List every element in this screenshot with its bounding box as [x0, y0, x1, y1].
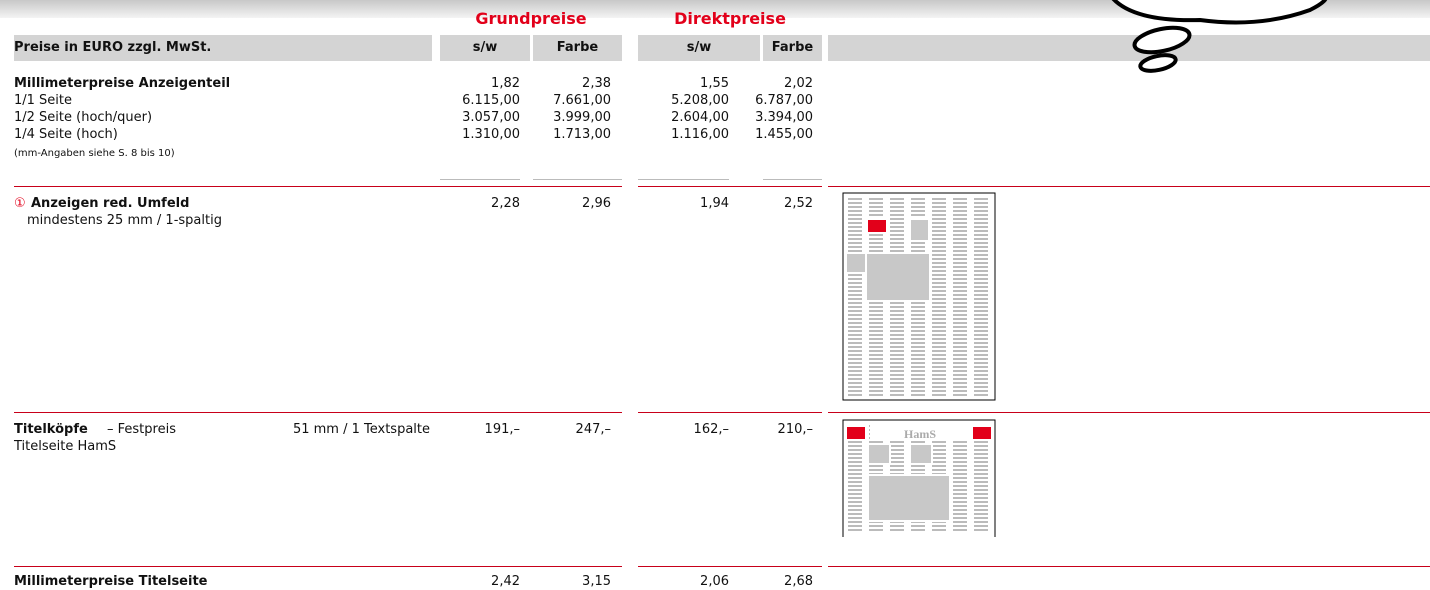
row-label: 1/2 Seite (hoch/quer): [14, 109, 152, 126]
ad-block: [866, 253, 930, 301]
divider: [14, 412, 622, 413]
price: 2,52: [713, 195, 813, 212]
row-subtitle: mindestens 25 mm / 1-spaltig: [27, 212, 222, 229]
header-label: Preise in EURO zzgl. MwSt.: [14, 39, 211, 56]
divider: [828, 566, 1430, 567]
ad-block: [846, 426, 866, 440]
thought-bubble: [1132, 23, 1191, 56]
price: 1.455,00: [713, 126, 813, 143]
column-header: s/w: [638, 39, 760, 56]
price: 191,–: [420, 421, 520, 438]
price: 6.115,00: [420, 92, 520, 109]
page: HamS (() => { const data = JSON.parse(do…: [0, 0, 1430, 589]
price: 3.999,00: [511, 109, 611, 126]
divider: [828, 186, 1430, 187]
divider: [440, 179, 520, 180]
price: 1.310,00: [420, 126, 520, 143]
column-header: Farbe: [763, 39, 822, 56]
price: 3,15: [511, 573, 611, 590]
divider: [638, 412, 822, 413]
row-label: 1/1 Seite: [14, 92, 72, 109]
ad-block: [972, 426, 992, 440]
divider: [14, 566, 622, 567]
divider: [828, 412, 1430, 413]
divider: [763, 179, 822, 180]
ad-block: [910, 219, 929, 241]
price: 7.661,00: [511, 92, 611, 109]
marker: ①: [14, 195, 26, 212]
price: 3.057,00: [420, 109, 520, 126]
price: 2,96: [511, 195, 611, 212]
column-header: s/w: [440, 39, 530, 56]
row-label: 1/4 Seite (hoch): [14, 126, 118, 143]
format-size: 51 mm / 1 Textspalte: [230, 421, 430, 438]
ad-block: [868, 475, 950, 521]
divider: [638, 566, 822, 567]
row-label: Millimeterpreise Anzeigenteil: [14, 75, 230, 92]
divider: [638, 179, 729, 180]
note: (mm-Angaben siehe S. 8 bis 10): [14, 145, 175, 162]
group-label: Grundpreise: [440, 9, 622, 29]
divider: [638, 186, 822, 187]
price: 6.787,00: [713, 92, 813, 109]
price: 1.713,00: [511, 126, 611, 143]
column-header: Farbe: [533, 39, 622, 56]
group-label: Direktpreise: [638, 9, 822, 29]
row-subtitle: Titelseite HamS: [14, 438, 116, 455]
price: 1,82: [420, 75, 520, 92]
ad-block: [868, 444, 890, 464]
price: 2,38: [511, 75, 611, 92]
divider: [533, 179, 622, 180]
thought-cloud: [1110, 0, 1326, 22]
divider: [14, 186, 622, 187]
thought-bubble: [1139, 52, 1177, 73]
price: 2,68: [713, 573, 813, 590]
ad-block: [846, 253, 866, 273]
price: 247,–: [511, 421, 611, 438]
ad-block: [867, 219, 887, 233]
ad-block: [910, 444, 932, 464]
price: 2,02: [713, 75, 813, 92]
row-title: Millimeterpreise Titelseite: [14, 573, 208, 590]
row-title: Titelköpfe: [14, 421, 88, 438]
masthead: HamS: [904, 427, 936, 441]
row-title-suffix: – Festpreis: [107, 421, 176, 438]
row-title: Anzeigen red. Umfeld: [31, 195, 189, 212]
price: 3.394,00: [713, 109, 813, 126]
price: 2,42: [420, 573, 520, 590]
price: 210,–: [713, 421, 813, 438]
price: 2,28: [420, 195, 520, 212]
